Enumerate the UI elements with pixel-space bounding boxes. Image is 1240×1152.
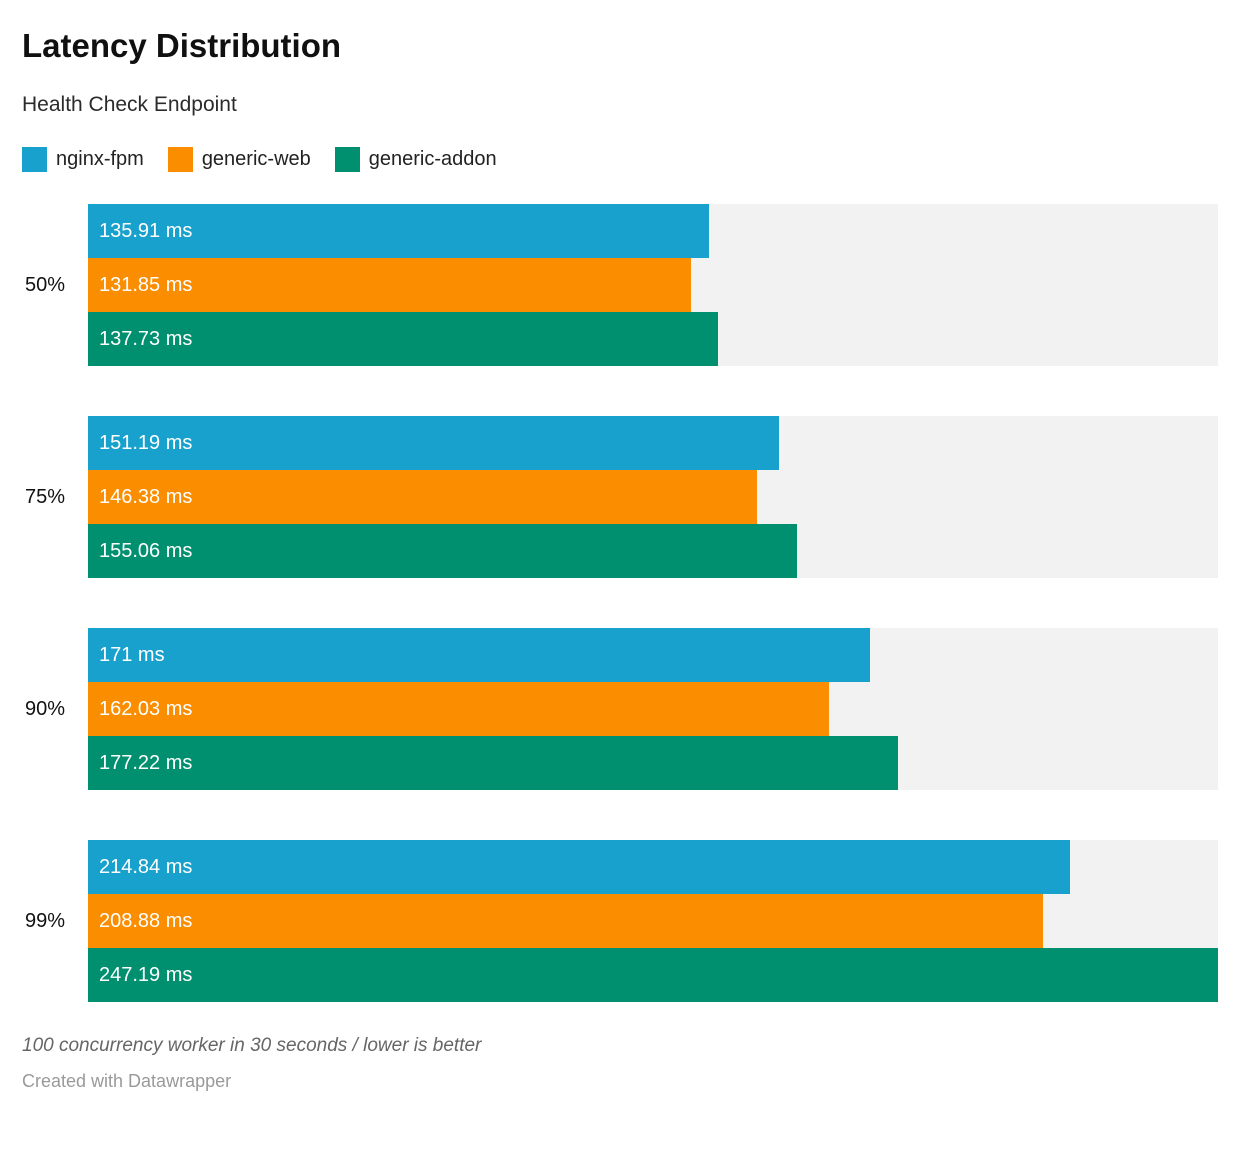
legend-label: nginx-fpm — [56, 148, 144, 170]
legend-swatch-icon — [22, 147, 47, 172]
bar-generic-addon: 137.73 ms — [88, 312, 718, 366]
category-label: 90% — [24, 697, 65, 720]
category-label: 50% — [24, 273, 65, 296]
bar-generic-web: 162.03 ms — [88, 682, 829, 736]
chart-subtitle: Health Check Endpoint — [22, 93, 237, 116]
bar-nginx-fpm: 214.84 ms — [88, 840, 1071, 894]
bar-value-label: 208.88 ms — [99, 909, 193, 932]
bar-nginx-fpm: 151.19 ms — [88, 416, 780, 470]
legend-swatch-icon — [334, 147, 360, 172]
bar-value-label: 171 ms — [99, 643, 165, 666]
bar-value-label: 177.22 ms — [99, 751, 193, 774]
bar-nginx-fpm: 171 ms — [88, 628, 870, 682]
bar-track: 151.19 ms 146.38 ms 155.06 ms — [88, 416, 1218, 578]
legend-item-generic-web: generic-web — [167, 147, 311, 172]
bar-group: 99% 214.84 ms 208.88 ms 247.19 ms — [0, 840, 1240, 1002]
bar-chart: 50% 135.91 ms 131.85 ms 137.73 ms 75% 151.19 … — [0, 204, 1240, 1002]
legend-label: generic-web — [201, 148, 311, 170]
bar-group: 50% 135.91 ms 131.85 ms 137.73 ms — [0, 204, 1240, 366]
category-label: 75% — [24, 485, 65, 508]
bar-generic-addon: 155.06 ms — [88, 524, 797, 578]
bar-value-label: 151.19 ms — [99, 431, 193, 454]
bar-generic-web: 208.88 ms — [88, 894, 1043, 948]
bar-value-label: 135.91 ms — [99, 219, 193, 242]
bar-generic-addon: 247.19 ms — [88, 948, 1218, 1002]
bar-value-label: 155.06 ms — [99, 539, 193, 562]
legend: nginx-fpm generic-web generic-addon — [22, 147, 1218, 172]
category-label: 99% — [24, 909, 65, 932]
footer-note: 100 concurrency worker in 30 seconds / l… — [22, 1035, 482, 1056]
bar-track: 171 ms 162.03 ms 177.22 ms — [88, 628, 1218, 790]
bar-generic-web: 146.38 ms — [88, 470, 758, 524]
datawrapper-credit: Created with Datawrapper — [22, 1071, 232, 1091]
legend-item-generic-addon: generic-addon — [334, 147, 497, 172]
bar-group: 75% 151.19 ms 146.38 ms 155.06 ms — [0, 416, 1240, 578]
bar-generic-web: 131.85 ms — [88, 258, 691, 312]
chart-container: Latency Distribution Health Check Endpoi… — [0, 26, 1240, 1152]
bar-nginx-fpm: 135.91 ms — [88, 204, 710, 258]
bar-track: 135.91 ms 131.85 ms 137.73 ms — [88, 204, 1218, 366]
bar-value-label: 214.84 ms — [99, 855, 193, 878]
bar-value-label: 162.03 ms — [99, 697, 193, 720]
bar-group: 90% 171 ms 162.03 ms 177.22 ms — [0, 628, 1240, 790]
bar-value-label: 146.38 ms — [99, 485, 193, 508]
bar-value-label: 131.85 ms — [99, 273, 193, 296]
legend-item-nginx-fpm: nginx-fpm — [22, 147, 144, 172]
bar-value-label: 247.19 ms — [99, 963, 193, 986]
chart-title: Latency Distribution — [22, 27, 342, 64]
legend-swatch-icon — [167, 147, 193, 172]
bar-generic-addon: 177.22 ms — [88, 736, 899, 790]
bar-track: 214.84 ms 208.88 ms 247.19 ms — [88, 840, 1218, 1002]
bar-value-label: 137.73 ms — [99, 327, 193, 350]
legend-label: generic-addon — [368, 148, 497, 170]
